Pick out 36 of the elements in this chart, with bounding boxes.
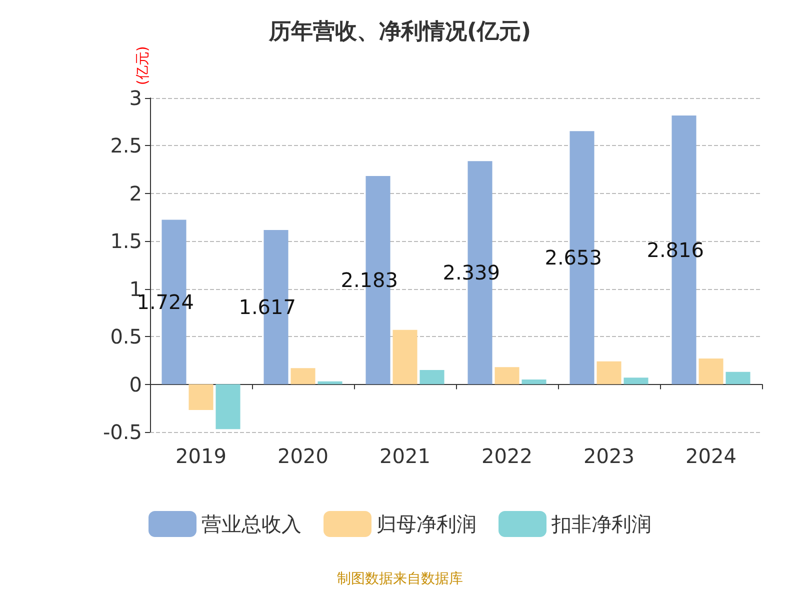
data-label: 1.617 (238, 295, 296, 320)
x-tick-label: 2024 (686, 444, 736, 468)
data-label: 2.339 (442, 260, 500, 285)
bar (290, 368, 316, 384)
bar (216, 384, 240, 430)
y-tick-label: 0.5 (110, 324, 142, 349)
bar (698, 358, 724, 384)
y-tick-label: 3 (129, 86, 142, 110)
bar (596, 361, 622, 384)
bar (494, 367, 520, 384)
legend-label: 营业总收入 (202, 512, 302, 536)
y-axis-title: (亿元) (135, 46, 151, 86)
bar (624, 378, 648, 384)
x-tick-label: 2022 (482, 444, 532, 468)
x-tick-label: 2023 (584, 444, 634, 468)
bar (420, 370, 444, 384)
y-tick-label: 1.5 (110, 229, 142, 254)
y-tick-label: -0.5 (102, 420, 142, 444)
bar (392, 330, 418, 384)
bar (188, 384, 214, 410)
bar (522, 380, 546, 384)
bar (726, 372, 750, 384)
y-tick-label: 2 (129, 181, 142, 206)
bar (318, 381, 342, 384)
data-label: 2.653 (544, 246, 602, 270)
legend-label: 扣非净利润 (550, 512, 652, 536)
chart-title: 历年营收、净利情况(亿元) (268, 20, 532, 44)
legend-label: 归母净利润 (376, 512, 476, 536)
data-label: 2.816 (646, 238, 704, 262)
y-tick-label: 2.5 (110, 134, 142, 158)
text: 制图数据来自数据库 (337, 571, 463, 587)
y-tick-label: 0 (129, 372, 142, 396)
data-label: 2.183 (340, 268, 398, 292)
x-tick-label: 2020 (278, 444, 328, 468)
x-tick-label: 2019 (176, 444, 226, 468)
x-tick-label: 2021 (380, 444, 430, 468)
